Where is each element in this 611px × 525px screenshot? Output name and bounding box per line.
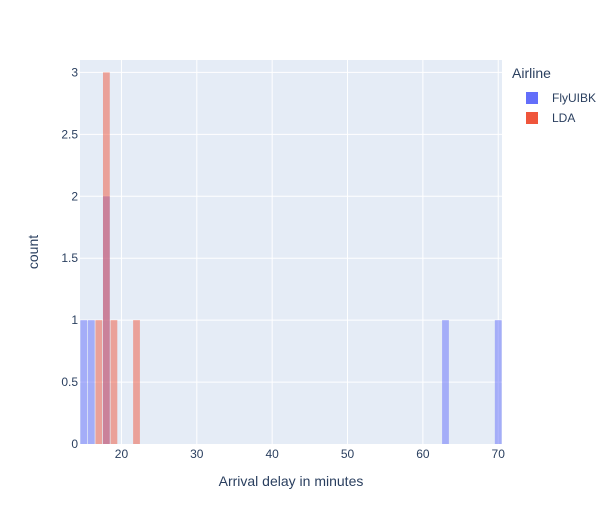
- legend[interactable]: Airline FlyUIBK LDA: [512, 65, 596, 125]
- legend-item-flyuibk[interactable]: FlyUIBK: [526, 91, 596, 105]
- bars: [80, 72, 502, 445]
- x-axis-ticks: 20 30 40 50 60 70: [115, 447, 505, 461]
- histogram-bar[interactable]: [80, 320, 88, 444]
- y-tick-label: 1.5: [61, 251, 78, 265]
- y-axis-title: count: [25, 235, 41, 269]
- histogram-bar[interactable]: [442, 320, 449, 444]
- legend-swatch: [526, 92, 538, 104]
- x-tick-label: 40: [265, 447, 279, 461]
- legend-item-lda[interactable]: LDA: [526, 111, 575, 125]
- histogram-bar[interactable]: [110, 320, 118, 444]
- legend-label: FlyUIBK: [552, 91, 596, 105]
- x-tick-label: 20: [115, 447, 129, 461]
- x-tick-label: 70: [492, 447, 506, 461]
- y-axis-ticks: 0 0.5 1 1.5 2 2.5 3: [61, 65, 78, 451]
- x-tick-label: 30: [190, 447, 204, 461]
- y-tick-label: 3: [71, 65, 78, 79]
- legend-title: Airline: [512, 65, 551, 81]
- histogram-bar[interactable]: [133, 320, 140, 444]
- y-tick-label: 0: [71, 437, 78, 451]
- legend-swatch: [526, 112, 538, 124]
- y-tick-label: 2: [71, 189, 78, 203]
- histogram-bar[interactable]: [95, 320, 103, 444]
- x-axis-title: Arrival delay in minutes: [219, 473, 364, 489]
- legend-items[interactable]: FlyUIBK LDA: [526, 91, 596, 125]
- y-tick-label: 1: [71, 313, 78, 327]
- plot-area: [80, 60, 502, 444]
- grid-lines: [80, 60, 502, 444]
- y-tick-label: 0.5: [61, 375, 78, 389]
- histogram-bar[interactable]: [102, 72, 110, 445]
- histogram-bar[interactable]: [494, 320, 502, 444]
- y-tick-label: 2.5: [61, 127, 78, 141]
- histogram-bar[interactable]: [87, 320, 95, 444]
- legend-label: LDA: [552, 111, 575, 125]
- x-tick-label: 50: [341, 447, 355, 461]
- x-tick-label: 60: [416, 447, 430, 461]
